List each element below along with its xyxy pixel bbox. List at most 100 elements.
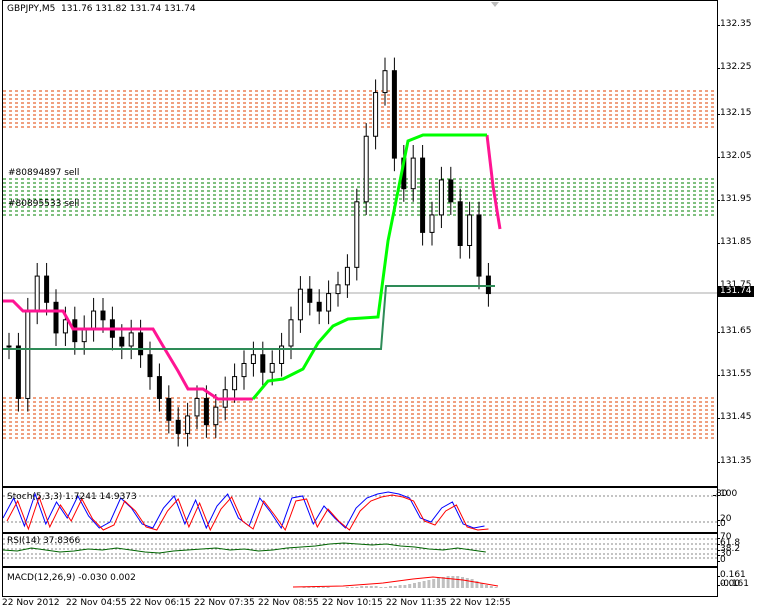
macd-histogram-bar bbox=[489, 586, 493, 588]
candle-body bbox=[485, 275, 491, 295]
price-tick: 131.35 bbox=[717, 456, 752, 466]
time-tick: 22 Nov 12:55 bbox=[450, 598, 511, 608]
macd-histogram-bar bbox=[432, 579, 436, 588]
trailing-stop-line-magenta bbox=[3, 299, 253, 401]
candle-body bbox=[373, 92, 379, 137]
macd-histogram-bar bbox=[441, 577, 445, 588]
macd-histogram-bar bbox=[456, 576, 460, 588]
macd-histogram-bar bbox=[422, 581, 426, 588]
time-tick: 22 Nov 07:35 bbox=[194, 598, 255, 608]
candle-body bbox=[344, 266, 350, 286]
price-tick: 131.95 bbox=[717, 194, 752, 204]
candle-body bbox=[62, 319, 68, 334]
macd-histogram-bar bbox=[384, 587, 388, 588]
main-chart-pane[interactable]: GBPJPY,M5 131.76 131.82 131.74 131.74 #8… bbox=[2, 0, 718, 487]
candle-body bbox=[335, 284, 341, 295]
macd-tick: -0.161 bbox=[716, 579, 750, 589]
macd-histogram-bar bbox=[485, 585, 488, 588]
macd-histogram-bar bbox=[379, 587, 383, 588]
rsi-chart bbox=[3, 538, 717, 559]
candle-body bbox=[467, 214, 473, 247]
macd-histogram-bar bbox=[355, 587, 359, 588]
candle-body bbox=[438, 179, 444, 216]
candle-body bbox=[391, 70, 397, 159]
time-tick: 22 Nov 11:35 bbox=[386, 598, 447, 608]
order-label-1: #80894897 sell bbox=[8, 168, 80, 178]
rsi-label: RSI(14) 37.8366 bbox=[7, 536, 81, 546]
candle-body bbox=[185, 415, 191, 434]
candle-body bbox=[307, 288, 313, 303]
candle-body bbox=[279, 345, 285, 364]
stoch-axis: 100 80 20 0 bbox=[712, 487, 757, 531]
candle-body bbox=[25, 310, 31, 399]
candle-body bbox=[326, 293, 332, 312]
macd-label: MACD(12,26,9) -0.030 0.002 bbox=[7, 573, 136, 583]
rsi-tick: 61.8 bbox=[716, 538, 741, 548]
candle-body bbox=[53, 301, 59, 334]
candle-body bbox=[260, 354, 266, 373]
macd-histogram-bar bbox=[437, 578, 440, 588]
symbol-name: GBPJPY,M5 bbox=[7, 4, 56, 14]
price-chart[interactable] bbox=[3, 1, 717, 486]
macd-histogram-bar bbox=[465, 578, 469, 588]
stoch-label: Stoch(5,3,3) 1.7241 14.9373 bbox=[7, 492, 137, 502]
price-tick: 131.85 bbox=[717, 237, 752, 247]
price-tick: 132.15 bbox=[717, 108, 752, 118]
macd-histogram-bar bbox=[374, 586, 378, 588]
time-tick: 22 Nov 08:55 bbox=[258, 598, 319, 608]
macd-tick: 0.161 bbox=[717, 570, 746, 580]
stoch-tick: 20 bbox=[716, 514, 732, 524]
candle-body bbox=[175, 419, 181, 434]
macd-histogram-bar bbox=[451, 576, 455, 588]
candle-body bbox=[34, 275, 40, 312]
macd-histogram-bar bbox=[360, 586, 364, 588]
macd-chart bbox=[292, 576, 499, 588]
candle-body bbox=[166, 397, 172, 421]
macd-histogram-bar bbox=[408, 584, 412, 588]
time-axis: 22 Nov 2012 22 Nov 04:55 22 Nov 06:15 22… bbox=[0, 596, 716, 611]
price-tick: 131.55 bbox=[717, 369, 752, 379]
macd-histogram-bar bbox=[326, 587, 330, 588]
candle-body bbox=[429, 214, 435, 233]
macd-histogram-bar bbox=[302, 587, 306, 588]
candle-body bbox=[128, 332, 134, 347]
rsi-tick: 0 bbox=[717, 555, 726, 565]
stoch-tick: 80 bbox=[712, 489, 728, 499]
order-label-2: #80895533 sell bbox=[8, 199, 80, 209]
candle-body bbox=[297, 288, 303, 321]
candle-body bbox=[448, 179, 454, 203]
macd-histogram-bar bbox=[393, 586, 397, 588]
candle-body bbox=[203, 397, 209, 426]
scroll-marker-icon[interactable] bbox=[491, 2, 499, 7]
stoch-pane[interactable]: Stoch(5,3,3) 1.7241 14.9373 bbox=[2, 487, 718, 533]
candle-body bbox=[100, 310, 106, 321]
macd-histogram-bar bbox=[365, 586, 368, 588]
price-axis: 132.35 132.25 132.15 132.05 131.95 131.8… bbox=[717, 0, 757, 486]
candle-body bbox=[213, 406, 219, 426]
macd-histogram-bar bbox=[389, 586, 392, 588]
current-price-badge: 131.74 bbox=[718, 286, 754, 297]
macd-histogram-bar bbox=[480, 583, 484, 588]
stoch-tick: 0 bbox=[717, 519, 726, 529]
candle-body bbox=[156, 376, 162, 399]
candle-body bbox=[15, 345, 21, 399]
macd-histogram-bar bbox=[475, 581, 479, 588]
macd-histogram-bar bbox=[350, 587, 354, 588]
candle-body bbox=[316, 301, 322, 312]
macd-histogram-bar bbox=[470, 579, 474, 588]
symbol-label: GBPJPY,M5 131.76 131.82 131.74 131.74 bbox=[7, 4, 196, 14]
macd-histogram-bar bbox=[345, 587, 349, 588]
macd-axis: 0.161 0.00 -0.161 bbox=[716, 567, 757, 595]
trailing-stop-line-magenta bbox=[485, 134, 502, 230]
rsi-line bbox=[3, 542, 486, 554]
candle-body bbox=[288, 319, 294, 347]
candle-body bbox=[6, 345, 12, 348]
rsi-pane[interactable]: RSI(14) 37.8366 bbox=[2, 533, 718, 567]
candle-body bbox=[232, 376, 238, 391]
candle-body bbox=[363, 135, 369, 203]
candle-body bbox=[410, 157, 416, 190]
macd-histogram-bar bbox=[398, 585, 402, 588]
macd-pane[interactable]: MACD(12,26,9) -0.030 0.002 bbox=[2, 567, 718, 597]
candle-body bbox=[250, 354, 256, 364]
price-tick: 131.65 bbox=[717, 326, 752, 336]
